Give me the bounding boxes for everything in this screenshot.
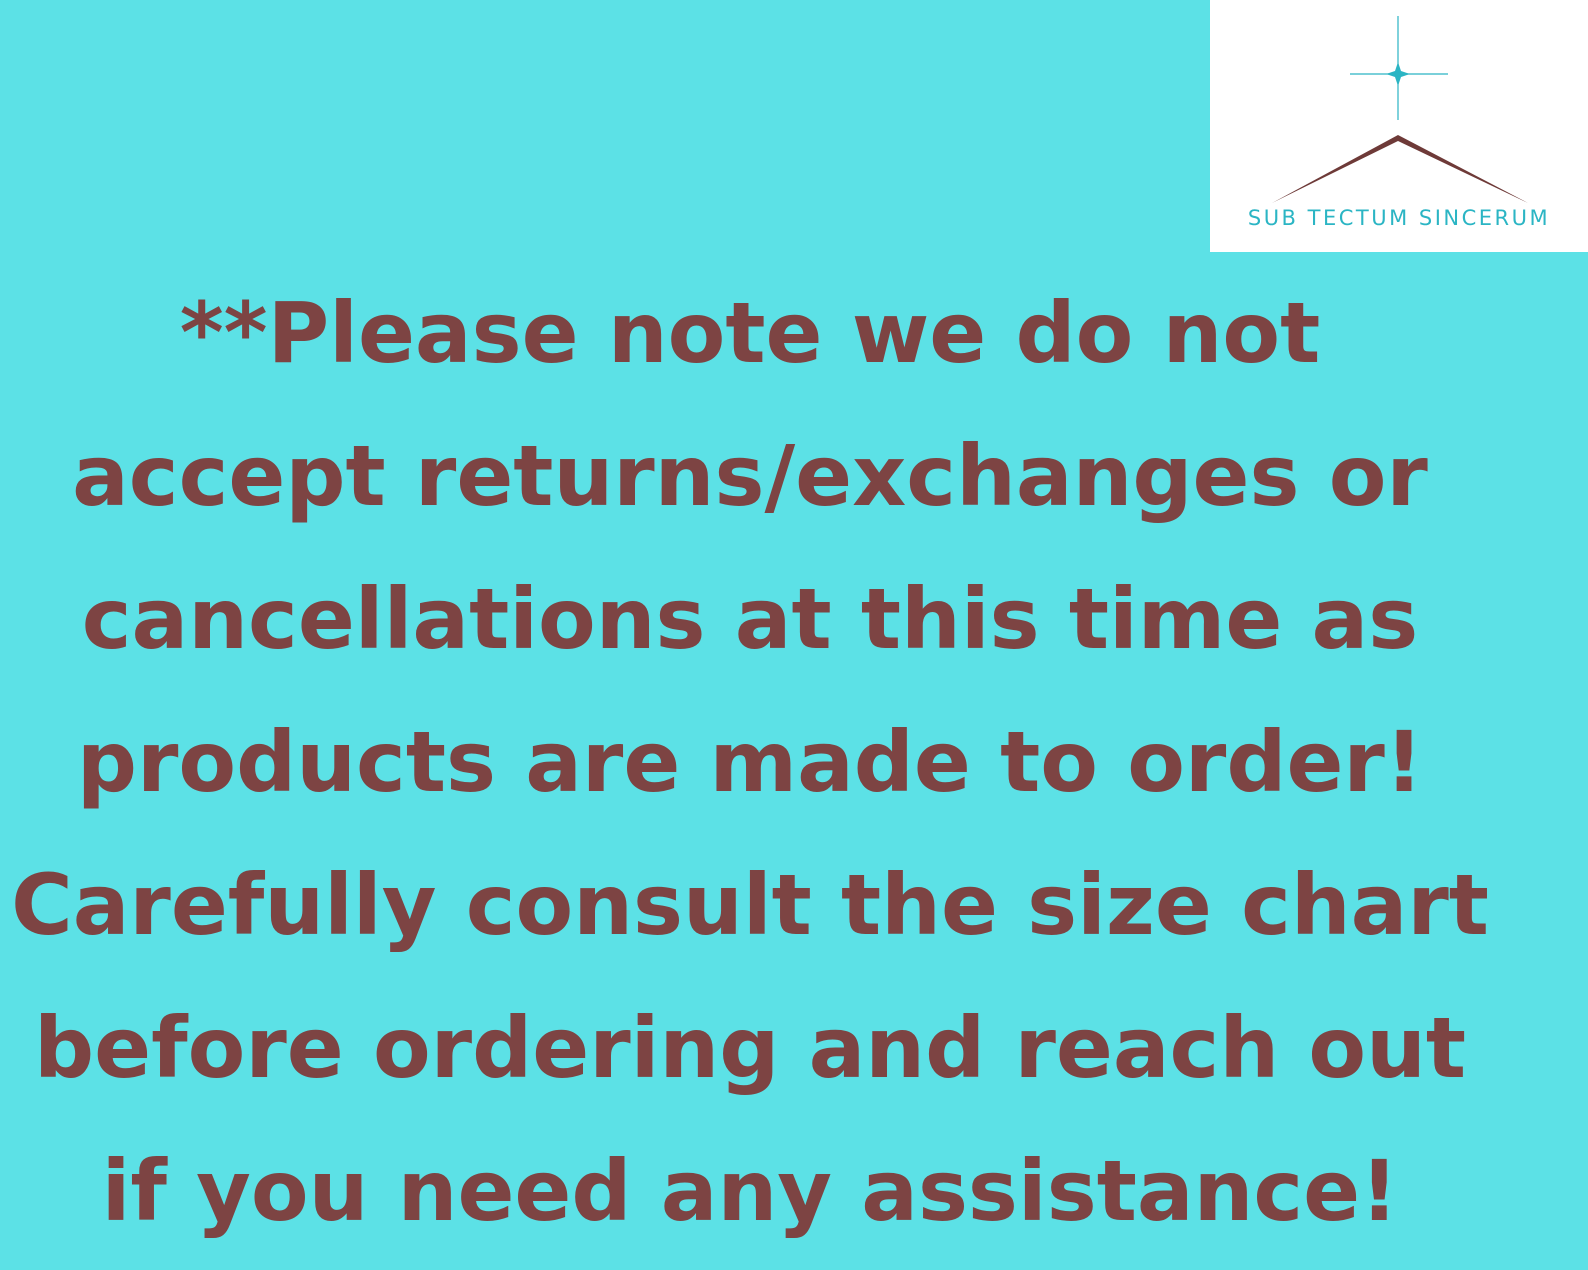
notice-line: products are made to order! — [76, 713, 1424, 811]
brand-name: SUB TECTUM SINCERUM — [1247, 206, 1551, 230]
brand-logo: SUB TECTUM SINCERUM — [1210, 0, 1588, 252]
star-over-roof-icon — [1272, 16, 1528, 203]
notice-line: Carefully consult the size chart — [11, 856, 1489, 954]
notice-line: cancellations at this time as — [81, 570, 1419, 668]
notice-line: **Please note we do not — [179, 284, 1321, 382]
notice-line: if you need any assistance! — [101, 1142, 1399, 1240]
notice-text: **Please note we do not accept returns/e… — [0, 262, 1500, 1263]
notice-line: accept returns/exchanges or — [72, 427, 1428, 525]
notice-line: before ordering and reach out — [33, 999, 1467, 1097]
